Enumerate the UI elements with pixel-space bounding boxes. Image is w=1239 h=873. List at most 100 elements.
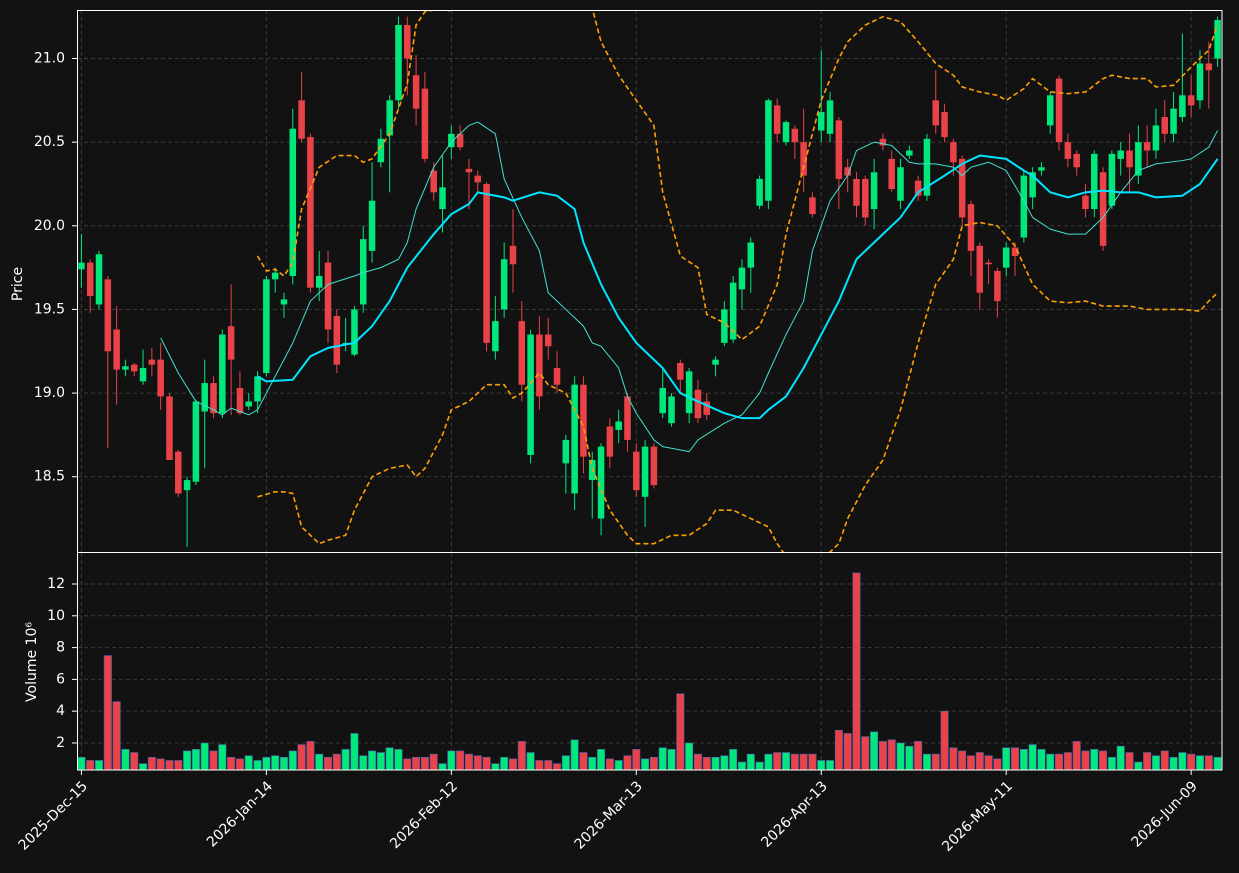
volume-bar xyxy=(544,760,553,770)
volume-bar xyxy=(403,758,412,770)
volume-bar xyxy=(482,756,491,770)
candle-body xyxy=(518,321,526,385)
volume-bar xyxy=(508,758,517,770)
volume-bar xyxy=(1028,744,1037,770)
volume-bar xyxy=(931,753,940,770)
volume-bar xyxy=(456,750,465,770)
candle-body xyxy=(1064,142,1072,159)
volume-bar xyxy=(209,750,218,770)
volume-bar xyxy=(843,733,852,770)
candle-body xyxy=(219,334,226,414)
grid xyxy=(77,10,1222,770)
candle-body xyxy=(1161,117,1169,134)
volume-bar xyxy=(914,741,923,770)
volume-bar xyxy=(288,750,297,770)
volume-bar xyxy=(588,756,597,770)
volume-bar xyxy=(1134,761,1143,770)
volume-tick-label: 10 xyxy=(47,608,65,624)
candle-body xyxy=(923,138,931,196)
candle-body xyxy=(958,158,966,218)
volume-bar xyxy=(1160,750,1169,770)
candle-body xyxy=(835,120,843,179)
volume-bar xyxy=(966,755,975,770)
candle-body xyxy=(650,446,658,486)
candle-body xyxy=(826,100,834,134)
volume-bar xyxy=(218,744,227,770)
volume-bar xyxy=(147,756,156,770)
volume-bar xyxy=(156,758,165,770)
volume-tick-label: 12 xyxy=(47,576,65,592)
volume-bar xyxy=(350,733,359,770)
candle-body xyxy=(967,204,975,251)
candle-body xyxy=(95,254,103,305)
volume-bar xyxy=(500,756,509,770)
candle-body xyxy=(263,279,270,374)
volume-bar xyxy=(183,750,192,770)
volume-bar xyxy=(368,750,377,770)
candle-body xyxy=(395,25,402,101)
candle-body xyxy=(703,401,711,415)
candle-body xyxy=(756,178,763,206)
candle-body xyxy=(1196,63,1204,101)
volume-bar xyxy=(711,756,720,770)
volume-bar xyxy=(1019,749,1028,770)
candle-body xyxy=(439,187,446,210)
volume-bar xyxy=(324,756,333,770)
volume-bar xyxy=(1213,756,1222,770)
candle-body xyxy=(465,168,473,173)
candle-body xyxy=(562,439,570,464)
volume-bar xyxy=(597,749,606,770)
volume-tick-label: 6 xyxy=(56,671,65,687)
candle-body xyxy=(254,376,261,402)
volume-bar xyxy=(1125,752,1134,770)
candle-body xyxy=(1011,247,1019,256)
volume-bar xyxy=(200,742,209,770)
candle-body xyxy=(1135,142,1142,176)
candle-body xyxy=(862,178,869,218)
volume-bar xyxy=(1002,747,1011,770)
volume-bar xyxy=(103,655,112,770)
volume-bar xyxy=(244,755,253,770)
candle-body xyxy=(78,262,85,270)
volume-bar xyxy=(641,758,650,770)
volume-bar xyxy=(1063,752,1072,770)
volume-bar xyxy=(1178,752,1187,770)
volume-axis-label: Volume 10⁶ xyxy=(24,622,40,702)
candle-body xyxy=(421,88,429,159)
volume-bar xyxy=(817,760,826,770)
candle-body xyxy=(1046,95,1054,126)
candle-body xyxy=(897,167,904,201)
volume-bar xyxy=(1072,741,1081,770)
candle-body xyxy=(1029,172,1036,198)
volume-bar xyxy=(517,741,526,770)
volume-bar xyxy=(1195,755,1204,770)
candle-body xyxy=(1055,78,1063,143)
candle-body xyxy=(509,245,517,265)
candle-body xyxy=(800,142,807,176)
volume-bar xyxy=(579,752,588,770)
volume-bar xyxy=(720,755,729,770)
candle-body xyxy=(148,359,156,365)
volume-bar xyxy=(1107,756,1116,770)
volume-bar xyxy=(693,753,702,770)
candle-body xyxy=(1214,20,1221,59)
volume-bar xyxy=(279,756,288,770)
candle-body xyxy=(1091,153,1098,210)
volume-panel xyxy=(77,572,1222,770)
volume-bar xyxy=(922,753,931,770)
volume-bar xyxy=(861,736,870,770)
candle-body xyxy=(941,112,948,138)
candle-body xyxy=(351,309,358,355)
candle-body xyxy=(606,426,614,457)
volume-bar xyxy=(86,760,95,770)
volume-bar xyxy=(464,753,473,770)
volume-bar xyxy=(1204,755,1213,770)
candle-body xyxy=(624,396,631,440)
price-panel xyxy=(78,10,1221,552)
candle-body xyxy=(580,384,587,457)
candle-body xyxy=(853,178,860,206)
candle-body xyxy=(157,359,164,397)
volume-bar xyxy=(940,710,949,770)
volume-bar xyxy=(958,750,967,770)
volume-bar xyxy=(227,756,236,770)
